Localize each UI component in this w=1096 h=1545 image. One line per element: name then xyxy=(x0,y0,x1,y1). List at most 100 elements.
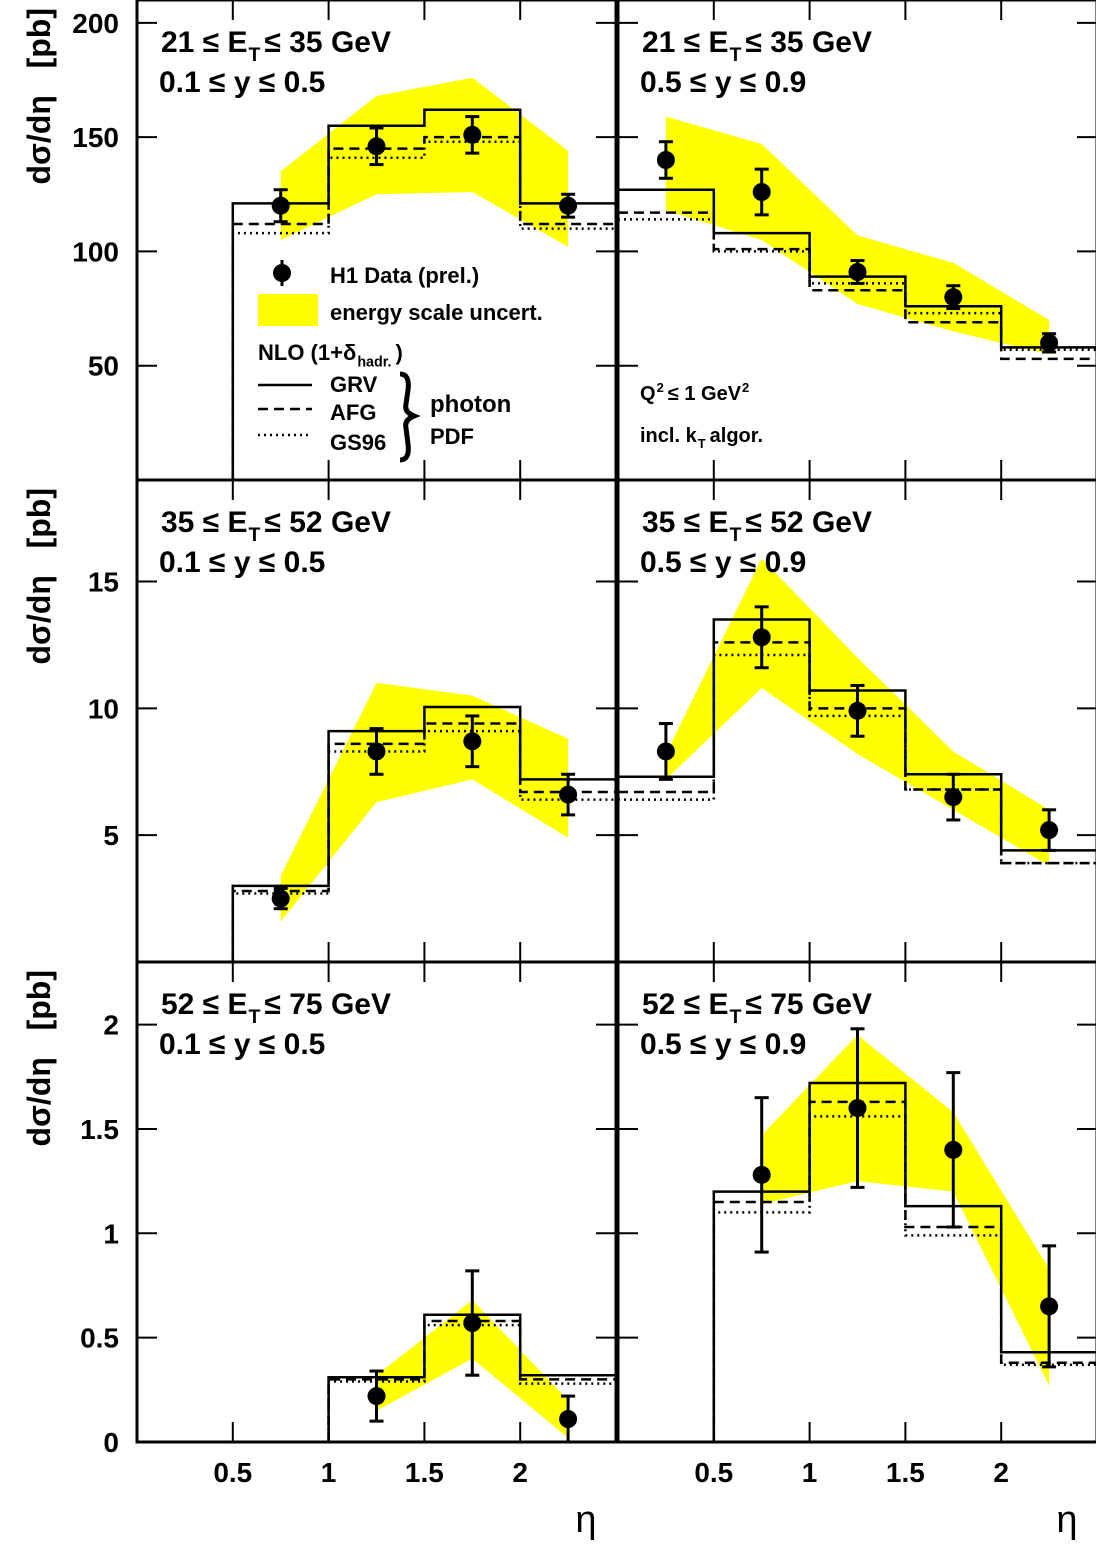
panel-title-part: T xyxy=(249,1006,261,1028)
panel-title-part: ≤ 52 GeV xyxy=(264,506,391,539)
y-axis-label: dσ/dη [pb] xyxy=(21,8,57,185)
data-point xyxy=(656,742,675,761)
annotation-part: T xyxy=(698,436,706,451)
uncertainty-band xyxy=(280,682,569,922)
y-axis-label: dσ/dη [pb] xyxy=(21,488,57,665)
data-point xyxy=(559,196,578,215)
data-point xyxy=(1040,821,1059,840)
panel-subtitle: 0.1 ≤ y ≤ 0.5 xyxy=(159,66,325,99)
legend-heading-part: NLO (1+δ xyxy=(258,340,356,365)
panel-title-part: ≤ 52 GeV xyxy=(745,506,872,539)
panel-frame xyxy=(135,960,618,1444)
panel-title-part: T xyxy=(730,524,742,546)
legend-point xyxy=(273,264,291,282)
data-point xyxy=(944,288,963,307)
panel-subtitle: 0.5 ≤ y ≤ 0.9 xyxy=(640,66,806,99)
annotation-part: algor. xyxy=(710,425,763,447)
data-point xyxy=(944,1140,963,1159)
data-point xyxy=(752,628,771,647)
x-tick-label: 2 xyxy=(512,1457,528,1488)
panel-title-part: 52 ≤ E xyxy=(161,988,248,1021)
nlo-histogram xyxy=(712,1081,1096,1442)
panel-title: 35 ≤ ET ≤ 52 GeV xyxy=(642,506,872,546)
y-tick-label: 150 xyxy=(72,122,119,153)
nlo-histogram xyxy=(327,1323,616,1442)
annotation: incl. kT algor. xyxy=(640,425,763,451)
panel-title-part: 21 ≤ E xyxy=(642,26,729,59)
y-tick-label: 50 xyxy=(88,351,119,382)
annotation-part: 2 xyxy=(742,380,749,395)
data-point xyxy=(752,183,771,201)
panel-title-part: ≤ 75 GeV xyxy=(745,988,872,1021)
legend-band xyxy=(258,294,318,326)
legend-heading-part: hadr. xyxy=(357,355,391,371)
panel xyxy=(618,116,1096,361)
y-tick-label: 100 xyxy=(72,236,119,267)
panel-title: 21 ≤ ET ≤ 35 GeV xyxy=(161,26,391,66)
panel-title-part: ≤ 35 GeV xyxy=(745,26,872,59)
panel xyxy=(231,682,616,962)
uncertainty-band xyxy=(280,77,569,247)
panel-title-part: ≤ 35 GeV xyxy=(264,26,391,59)
y-tick-label: 5 xyxy=(103,820,119,851)
x-tick-label: 2 xyxy=(993,1457,1009,1488)
x-tick-label: 1.5 xyxy=(886,1457,925,1488)
panel-subtitle: 0.1 ≤ y ≤ 0.5 xyxy=(159,546,325,579)
data-point xyxy=(463,732,482,751)
panel-title-part: 52 ≤ E xyxy=(642,988,729,1021)
data-point xyxy=(848,263,867,281)
uncertainty-band xyxy=(665,116,1050,355)
data-point xyxy=(848,701,867,720)
x-tick-label: 1 xyxy=(321,1457,337,1488)
data-point xyxy=(367,137,386,156)
annotation-part: 2 xyxy=(657,380,664,395)
data-point xyxy=(271,889,290,908)
legend-label: AFG xyxy=(330,400,376,425)
y-tick-label: 15 xyxy=(88,566,119,597)
legend-label: H1 Data (prel.) xyxy=(330,263,479,288)
panel xyxy=(231,77,616,480)
nlo-histogram xyxy=(327,1319,616,1442)
legend-heading-part: ) xyxy=(395,340,402,365)
data-point xyxy=(752,1165,771,1184)
legend-label: PDF xyxy=(430,424,474,449)
panel-subtitle: 0.5 ≤ y ≤ 0.9 xyxy=(640,1028,806,1061)
x-tick-label: 1 xyxy=(802,1457,818,1488)
panel-title-part: T xyxy=(249,44,261,66)
panel-frame xyxy=(616,960,1096,1444)
nlo-histogram xyxy=(712,1115,1096,1442)
nlo-histogram xyxy=(327,1313,616,1442)
y-tick-label: 0.5 xyxy=(80,1323,119,1354)
y-tick-label: 1 xyxy=(103,1218,119,1249)
panel-title-part: ≤ 75 GeV xyxy=(264,988,391,1021)
data-point xyxy=(271,196,290,215)
panel-title-part: 35 ≤ E xyxy=(161,506,248,539)
panel-title-part: T xyxy=(249,524,261,546)
data-point xyxy=(944,788,963,807)
legend-label: photon xyxy=(430,391,511,418)
x-tick-label: 0.5 xyxy=(694,1457,733,1488)
panel-title: 21 ≤ ET ≤ 35 GeV xyxy=(642,26,872,66)
panel-title-part: 21 ≤ E xyxy=(161,26,248,59)
y-tick-label: 2 xyxy=(103,1010,119,1041)
data-point xyxy=(848,1099,867,1118)
data-point xyxy=(559,785,578,804)
annotation: Q2 ≤ 1 GeV2 xyxy=(640,380,749,405)
panel-subtitle: 0.1 ≤ y ≤ 0.5 xyxy=(159,1028,325,1061)
data-point xyxy=(1040,1297,1059,1316)
legend-heading: NLO (1+δhadr.) xyxy=(258,340,403,371)
panel xyxy=(712,1027,1096,1442)
panel-title-part: 35 ≤ E xyxy=(642,506,729,539)
legend-label: GRV xyxy=(330,372,378,397)
nlo-histogram xyxy=(618,211,1096,361)
legend-label: GS96 xyxy=(330,430,386,455)
data-point xyxy=(656,151,675,169)
y-axis-label: dσ/dη [pb] xyxy=(21,970,57,1147)
data-point xyxy=(367,1387,386,1406)
x-axis-label: η xyxy=(575,1499,596,1541)
legend-label: energy scale uncert. xyxy=(330,300,543,325)
x-tick-label: 0.5 xyxy=(213,1457,252,1488)
data-point xyxy=(367,742,386,761)
uncertainty-band xyxy=(761,1035,1050,1386)
data-point xyxy=(463,1314,482,1333)
